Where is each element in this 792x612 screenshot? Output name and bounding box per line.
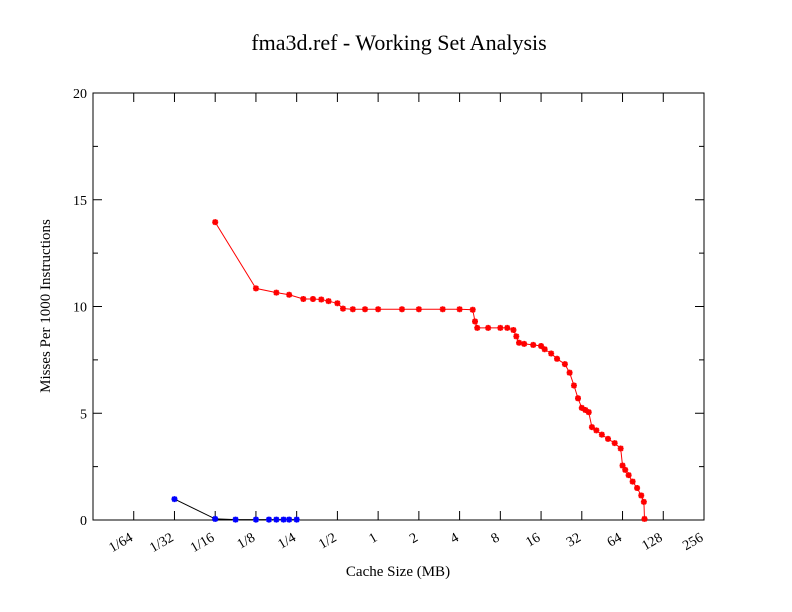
series-point-0 bbox=[538, 342, 545, 349]
x-tick-label: 64 bbox=[605, 530, 625, 550]
series-line-0 bbox=[214, 221, 645, 519]
series-point-0 bbox=[510, 326, 517, 333]
series-point-0 bbox=[625, 472, 632, 479]
series-point-0 bbox=[598, 431, 605, 438]
y-tick-label: 20 bbox=[73, 87, 87, 102]
series-line-1 bbox=[174, 498, 297, 521]
series-point-0 bbox=[611, 440, 618, 447]
series-point-0 bbox=[585, 409, 592, 416]
series-point-0 bbox=[472, 318, 479, 325]
series-point-0 bbox=[273, 289, 280, 296]
series-point-1 bbox=[280, 516, 287, 523]
series-point-0 bbox=[469, 306, 476, 313]
series-point-0 bbox=[593, 427, 600, 434]
series-point-0 bbox=[513, 333, 520, 340]
x-tick-label: 32 bbox=[564, 530, 584, 550]
x-tick-label: 16 bbox=[523, 530, 543, 550]
series-layer bbox=[171, 219, 648, 523]
series-point-0 bbox=[575, 395, 582, 402]
plot-area: 0 5 10 15 20 1/64 1/32 1/16 1/8 1/4 1/2 1 2 4 8 16 32 64 1… bbox=[73, 87, 706, 556]
series-point-0 bbox=[638, 492, 645, 499]
series-point-0 bbox=[561, 361, 568, 368]
chart-title: fma3d.ref - Working Set Analysis bbox=[251, 30, 546, 55]
series-point-0 bbox=[349, 306, 356, 313]
y-tick-label: 15 bbox=[73, 194, 87, 209]
series-point-0 bbox=[588, 424, 595, 431]
series-point-0 bbox=[582, 407, 589, 414]
series-point-0 bbox=[398, 306, 405, 313]
series-point-0 bbox=[578, 404, 585, 411]
series-point-0 bbox=[566, 369, 573, 376]
y-tick-label: 5 bbox=[80, 407, 87, 422]
series-point-0 bbox=[318, 296, 325, 303]
series-point-0 bbox=[300, 296, 307, 303]
series-point-0 bbox=[521, 340, 528, 347]
x-tick-label: 1/16 bbox=[188, 530, 217, 555]
plot-frame bbox=[92, 92, 705, 521]
series-point-0 bbox=[474, 324, 481, 331]
y-tick-label: 10 bbox=[73, 301, 87, 316]
x-tick-label: 1/4 bbox=[276, 530, 299, 552]
y-axis-label: Misses Per 1000 Instructions bbox=[38, 219, 54, 393]
x-tick-label: 8 bbox=[489, 530, 503, 546]
series-point-0 bbox=[212, 219, 219, 226]
series-point-0 bbox=[415, 306, 422, 313]
x-tick-label: 2 bbox=[407, 530, 421, 546]
series-point-0 bbox=[375, 306, 382, 313]
series-point-1 bbox=[286, 516, 293, 523]
series-point-0 bbox=[252, 285, 259, 292]
series-point-1 bbox=[265, 516, 272, 523]
series-point-0 bbox=[541, 346, 548, 353]
series-point-0 bbox=[334, 300, 341, 307]
series-point-0 bbox=[309, 296, 316, 303]
series-point-0 bbox=[554, 355, 561, 362]
series-point-0 bbox=[340, 305, 347, 312]
series-point-0 bbox=[530, 341, 537, 348]
series-point-0 bbox=[325, 298, 332, 305]
x-tick-label: 1/8 bbox=[235, 530, 258, 552]
series-point-0 bbox=[504, 324, 511, 331]
x-tick-label: 4 bbox=[448, 530, 462, 546]
x-tick-label: 1/64 bbox=[107, 530, 136, 555]
series-point-1 bbox=[171, 496, 178, 503]
series-point-0 bbox=[641, 515, 648, 522]
x-tick-label: 1/32 bbox=[147, 530, 176, 555]
series-point-0 bbox=[640, 498, 647, 505]
series-point-1 bbox=[212, 515, 219, 522]
series-point-0 bbox=[605, 435, 612, 442]
x-tick-label: 1/2 bbox=[316, 530, 339, 552]
series-point-0 bbox=[634, 484, 641, 491]
series-point-0 bbox=[456, 306, 463, 313]
series-point-0 bbox=[619, 462, 626, 469]
series-point-0 bbox=[485, 324, 492, 331]
series-point-0 bbox=[439, 306, 446, 313]
series-point-0 bbox=[622, 466, 629, 473]
x-tick-label: 128 bbox=[640, 530, 666, 553]
x-tick-label: 256 bbox=[680, 530, 706, 553]
x-axis-label: Cache Size (MB) bbox=[346, 564, 450, 580]
x-tick-label: 1 bbox=[367, 530, 381, 546]
series-point-0 bbox=[497, 324, 504, 331]
series-point-1 bbox=[293, 516, 300, 523]
series-point-0 bbox=[617, 445, 624, 452]
series-point-0 bbox=[548, 350, 555, 357]
series-point-1 bbox=[273, 516, 280, 523]
series-point-0 bbox=[570, 382, 577, 389]
series-point-0 bbox=[629, 478, 636, 485]
series-point-0 bbox=[286, 291, 293, 298]
series-point-1 bbox=[232, 516, 239, 523]
y-tick-label: 0 bbox=[80, 514, 87, 529]
series-point-1 bbox=[252, 516, 259, 523]
series-point-0 bbox=[516, 339, 523, 346]
series-point-0 bbox=[362, 306, 369, 313]
